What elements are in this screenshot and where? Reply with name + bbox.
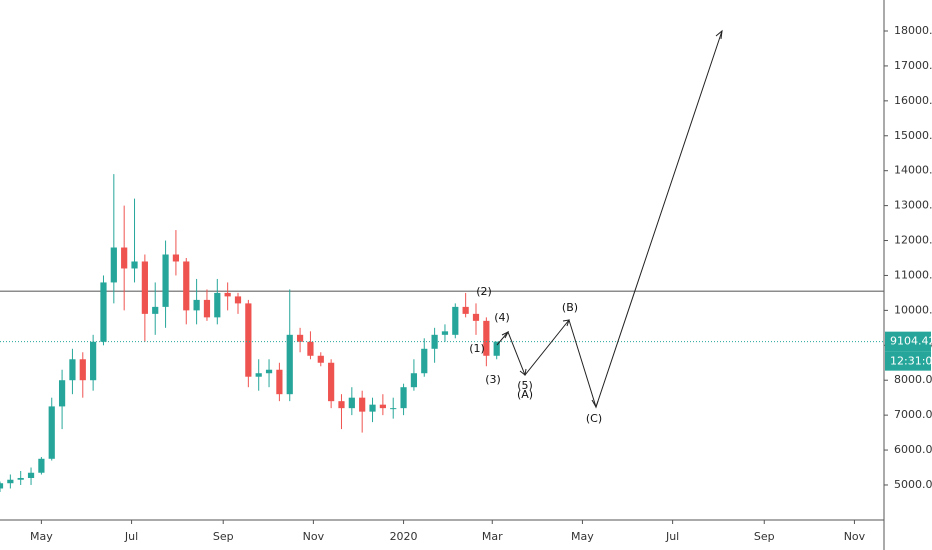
plot: 5000.006000.007000.008000.009000.0010000…	[0, 24, 932, 543]
candle-body	[79, 359, 86, 381]
y-tick-label: 16000.00	[894, 94, 932, 107]
x-tick-label: Nov	[844, 530, 866, 543]
arrow-head	[562, 319, 570, 327]
candle-body	[462, 306, 469, 314]
last-price-label: 9104.42	[890, 335, 932, 348]
x-tick-label: May	[30, 530, 53, 543]
x-tick-label: Jul	[665, 530, 679, 543]
candle-body	[493, 341, 500, 356]
candle-body	[27, 472, 35, 478]
x-tick-label: Nov	[303, 530, 325, 543]
y-tick-label: 5000.00	[894, 478, 932, 491]
candle-body	[400, 387, 407, 409]
arrow-head	[591, 399, 599, 409]
wave-label: (5)	[517, 379, 533, 392]
candle-body	[307, 341, 314, 356]
candle-body	[90, 341, 97, 381]
y-tick-label: 8000.00	[894, 373, 932, 386]
candle-body	[141, 261, 148, 314]
candle-body	[110, 247, 117, 283]
candle-body	[390, 408, 397, 410]
candle-body	[338, 401, 345, 409]
candle-body	[100, 282, 107, 342]
candle-body	[224, 292, 231, 297]
candle-body	[359, 397, 366, 412]
candle-body	[328, 362, 335, 402]
y-tick-label: 6000.00	[894, 443, 932, 456]
candle-body	[152, 306, 159, 314]
candle-body	[296, 334, 304, 342]
candle-body	[255, 373, 262, 377]
y-tick-label: 14000.00	[894, 164, 932, 177]
x-tick-label: Sep	[213, 530, 234, 543]
y-tick-label: 13000.00	[894, 199, 932, 212]
countdown-label: 12:31:00	[890, 355, 932, 368]
candle-body	[234, 296, 242, 304]
candle-body	[472, 313, 480, 321]
candle-body	[421, 348, 428, 374]
arrow-head	[715, 29, 723, 40]
candle-body	[38, 458, 45, 473]
candle-body	[183, 261, 190, 311]
x-tick-label: Jul	[124, 530, 138, 543]
y-tick-label: 15000.00	[894, 129, 932, 142]
candle-body	[162, 254, 169, 307]
candle-body	[193, 299, 200, 311]
wave-label: (A)	[517, 388, 533, 401]
wave-label: (B)	[562, 301, 578, 314]
candle-body	[379, 404, 386, 409]
y-tick-label: 18000.00	[894, 24, 932, 37]
wave-projection	[496, 30, 723, 409]
candle-body	[410, 373, 418, 388]
last-price-box	[885, 331, 931, 352]
candle-body	[121, 247, 128, 269]
candle-body	[203, 299, 211, 318]
y-tick-label: 7000.00	[894, 408, 932, 421]
candle-body	[431, 334, 438, 349]
candle-body	[48, 406, 55, 459]
arrow-head	[501, 330, 510, 339]
candle-body	[369, 404, 376, 412]
candle-body	[58, 380, 66, 407]
wave-label: (C)	[586, 412, 602, 425]
candle-body	[317, 355, 324, 363]
y-tick-label: 10000.00	[894, 303, 932, 316]
x-tick-label: Mar	[482, 530, 503, 543]
wave-label: (4)	[494, 311, 510, 324]
countdown-box	[885, 351, 931, 371]
wave-label: (2)	[476, 285, 492, 298]
candle-body	[265, 369, 273, 374]
candle-body	[214, 292, 221, 318]
arrow-head	[519, 368, 527, 376]
candle-body	[348, 397, 355, 409]
wave-label: (1)	[469, 342, 485, 355]
candle-body	[452, 306, 459, 335]
candle-body	[483, 320, 490, 356]
wave-label: (3)	[485, 373, 501, 386]
candle-body	[17, 477, 24, 480]
x-tick-label: Sep	[754, 530, 775, 543]
candle-body	[245, 303, 252, 377]
candle-body	[131, 261, 138, 269]
candle-body	[172, 254, 180, 262]
candle-body	[69, 359, 76, 381]
candle-body	[441, 331, 449, 335]
y-tick-label: 17000.00	[894, 59, 932, 72]
x-tick-label: May	[571, 530, 594, 543]
candle-body	[276, 369, 283, 395]
y-tick-label: 11000.00	[894, 268, 932, 281]
candle-body	[0, 483, 4, 489]
y-tick-label: 12000.00	[894, 234, 932, 247]
candle-body	[7, 479, 14, 484]
candle-body	[286, 334, 293, 395]
x-tick-label: 2020	[390, 530, 418, 543]
